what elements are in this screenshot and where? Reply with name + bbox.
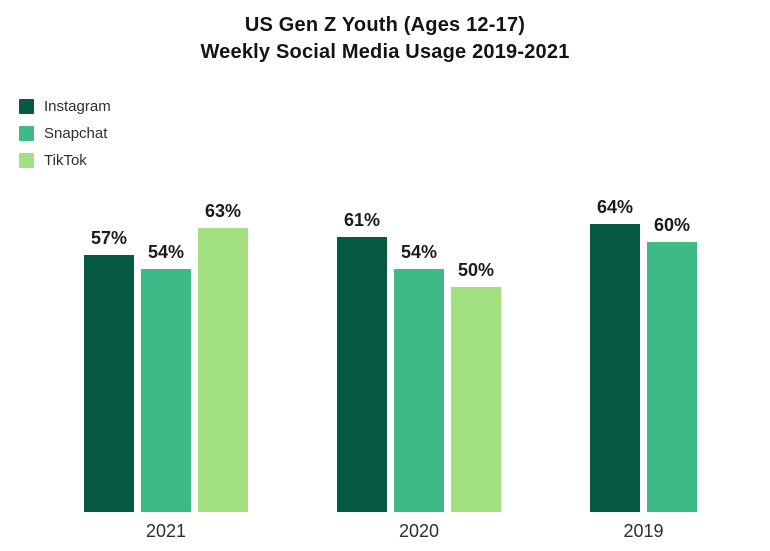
axis-label-2021: 2021 [145,521,187,541]
title-block: US Gen Z Youth (Ages 12-17) Weekly Socia… [0,12,770,66]
legend-label-snapchat: Snapchat [44,125,108,142]
chart-title: US Gen Z Youth (Ages 12-17) [244,14,526,36]
bar-value-snapchat-2021: 54% [147,242,185,262]
axis-label-2020: 2020 [398,521,440,541]
legend-item-tiktok: TikTok [19,153,111,168]
bar-value-tiktok-2020: 50% [457,260,495,280]
bar-snapchat-2019 [647,242,697,512]
legend-label-instagram: Instagram [44,98,111,115]
bar-instagram-2020 [337,237,387,512]
bar-tiktok-2021 [198,228,248,512]
bar-value-instagram-2021: 57% [90,228,128,248]
bar-value-snapchat-2020: 54% [400,242,438,262]
bar-instagram-2021 [84,255,134,512]
bar-tiktok-2020 [451,287,501,512]
bar-instagram-2019 [590,224,640,512]
axis-label-2019: 2019 [623,521,664,541]
legend: Instagram Snapchat TikTok [19,99,111,180]
bar-value-instagram-2019: 64% [596,197,634,217]
bar-value-instagram-2020: 61% [343,210,381,230]
bar-value-snapchat-2019: 60% [653,215,691,235]
chart-subtitle: Weekly Social Media Usage 2019-2021 [200,41,570,63]
legend-swatch-instagram [19,99,34,114]
legend-item-snapchat: Snapchat [19,126,111,141]
legend-swatch-tiktok [19,153,34,168]
legend-swatch-snapchat [19,126,34,141]
bar-snapchat-2021 [141,269,191,512]
legend-label-tiktok: TikTok [44,152,87,169]
legend-item-instagram: Instagram [19,99,111,114]
bar-value-tiktok-2021: 63% [204,201,242,221]
bar-snapchat-2020 [394,269,444,512]
